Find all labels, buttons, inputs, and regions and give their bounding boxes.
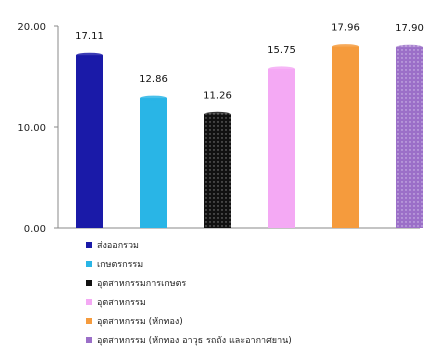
bar-cap — [76, 52, 103, 58]
legend-item: อุตสาหกรรม — [86, 292, 292, 311]
y-tick-label: 10.00 — [17, 123, 46, 134]
bar-cap — [268, 66, 295, 72]
legend-item: อุตสาหกรรม (หักทอง) — [86, 311, 292, 330]
legend-label: ส่งออกรวม — [97, 240, 139, 251]
legend-swatch — [86, 336, 92, 343]
legend-item: เกษตรกรรม — [86, 254, 292, 273]
legend-label: อุตสาหกรรม (หักทอง อาวุธ รถถัง และอากาศย… — [97, 335, 292, 346]
legend-swatch — [86, 260, 92, 267]
bar — [332, 46, 359, 228]
bar-cap — [332, 44, 359, 50]
bar — [76, 55, 103, 229]
data-label: 11.26 — [203, 90, 232, 101]
legend-swatch — [86, 279, 92, 286]
bar-cap — [140, 95, 167, 101]
bar-cap — [204, 111, 231, 117]
data-label: 17.96 — [331, 23, 360, 34]
legend-label: เกษตรกรรม — [97, 259, 144, 270]
bar — [268, 68, 295, 228]
y-tick-label: 0.00 — [24, 224, 46, 235]
legend-label: อุตสาหกรรมการเกษตร — [97, 278, 187, 289]
legend: ส่งออกรวมเกษตรกรรมอุตสาหกรรมการเกษตรอุตส… — [86, 235, 292, 349]
data-label: 17.11 — [75, 31, 104, 42]
bar-cap — [396, 44, 423, 50]
data-label: 17.90 — [395, 23, 424, 34]
bar — [396, 47, 423, 229]
legend-swatch — [86, 298, 92, 305]
legend-item: อุตสาหกรรมการเกษตร — [86, 273, 292, 292]
bar — [204, 114, 231, 228]
legend-item: ส่งออกรวม — [86, 235, 292, 254]
y-tick-label: 20.00 — [17, 22, 46, 33]
data-label: 15.75 — [267, 45, 296, 56]
legend-label: อุตสาหกรรม — [97, 297, 146, 308]
legend-label: อุตสาหกรรม (หักทอง) — [97, 316, 183, 327]
legend-item: อุตสาหกรรม (หักทอง อาวุธ รถถัง และอากาศย… — [86, 330, 292, 349]
legend-swatch — [86, 241, 92, 248]
data-label: 12.86 — [139, 74, 168, 85]
bar — [140, 98, 167, 228]
legend-swatch — [86, 317, 92, 324]
